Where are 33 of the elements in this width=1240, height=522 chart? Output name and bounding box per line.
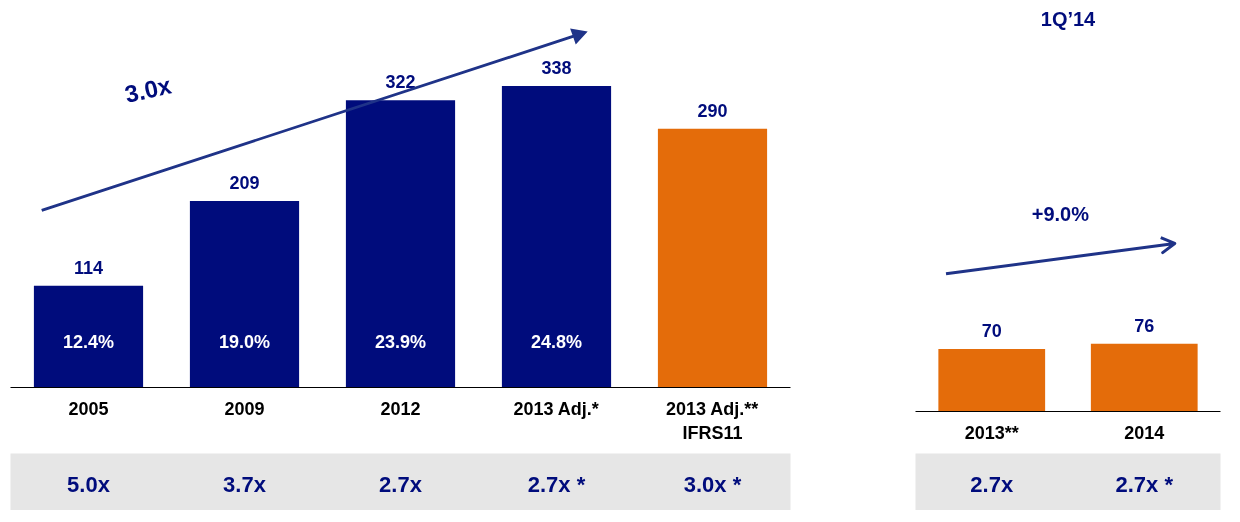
annotation: 3.0x [122, 71, 175, 108]
x-tick-label: 2013** [964, 422, 1019, 443]
data-label: 338 [541, 57, 572, 78]
bar [33, 285, 144, 388]
text: 3.7x [223, 472, 267, 498]
x-tick-label: 2009 [224, 398, 265, 419]
bar [657, 128, 768, 388]
text: 2.7x [379, 472, 423, 498]
annotation: 19.0% [218, 332, 271, 353]
x-tick-label: 2012 [380, 398, 421, 419]
x-tick-label: 2005 [68, 398, 109, 419]
text: 2.7x * [1115, 472, 1174, 498]
text: 3.0x * [683, 472, 742, 498]
data-label: 290 [697, 100, 728, 121]
bar [189, 201, 300, 388]
annotation: 24.8% [530, 332, 583, 353]
data-label: 76 [1134, 315, 1155, 336]
text: +9.0% [1031, 203, 1090, 226]
data-label: 322 [385, 72, 416, 93]
bar [501, 85, 612, 388]
data-label: 114 [73, 257, 104, 278]
text: 5.0x [67, 472, 111, 498]
annotation: 12.4% [62, 332, 115, 353]
x-tick-label: 2014 [1124, 422, 1165, 443]
bar [345, 100, 456, 388]
data-label: 70 [981, 320, 1002, 341]
chart-title: 1Q’14 [1040, 7, 1097, 30]
x-tick-label: 2013 Adj.* [513, 398, 599, 419]
x-tick-label: 2013 Adj.** IFRS11 [665, 398, 759, 443]
data-label: 209 [229, 172, 260, 193]
text: 2.7x [970, 472, 1014, 498]
annotation: 23.9% [374, 332, 427, 353]
text: 2.7x * [527, 472, 586, 498]
